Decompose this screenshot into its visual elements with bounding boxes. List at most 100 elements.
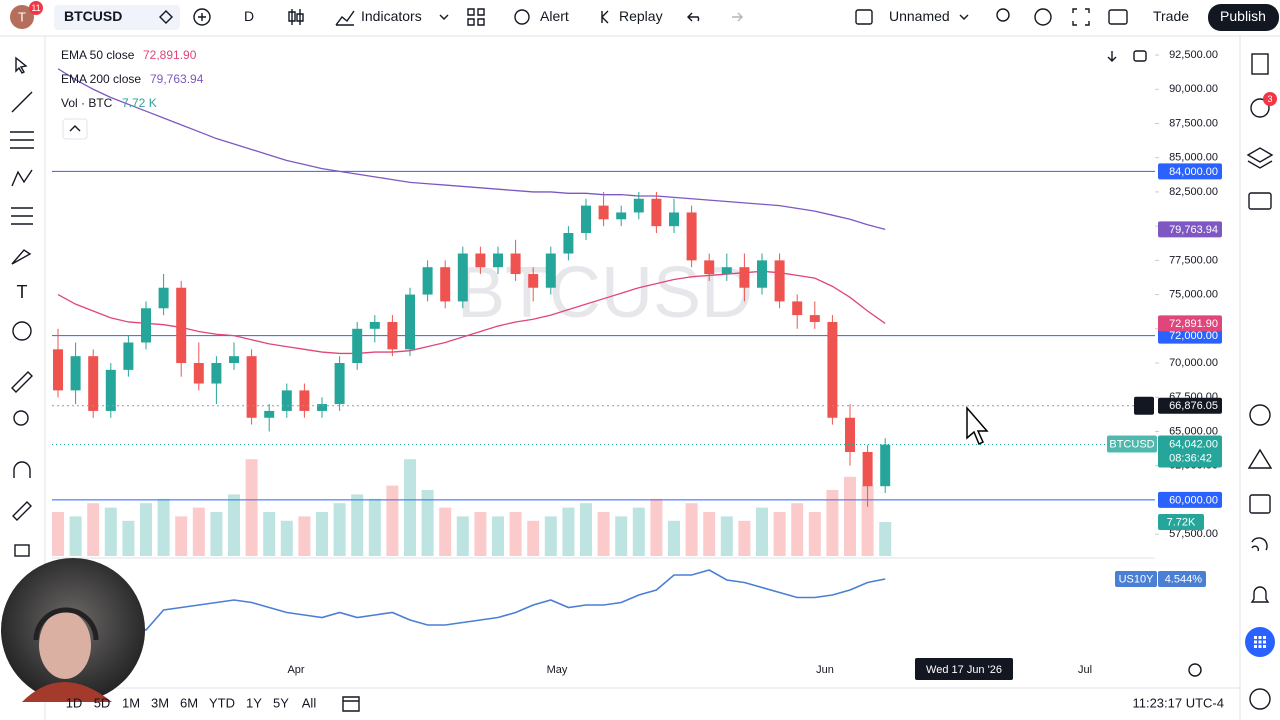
volume-bar	[280, 520, 293, 556]
volume-bar	[104, 507, 117, 556]
volume-bar	[368, 498, 381, 556]
collapse-legend[interactable]	[62, 118, 88, 140]
emoji-tool[interactable]	[12, 321, 32, 341]
us10y-name: US10Y	[1119, 573, 1155, 585]
alerts[interactable]	[1250, 98, 1270, 118]
countdown: 08:36:42	[1169, 452, 1212, 464]
layers[interactable]	[1246, 147, 1274, 169]
range-button[interactable]: 1Y	[246, 695, 262, 710]
refresh-icon[interactable]	[1133, 50, 1147, 62]
avatar[interactable]	[10, 5, 34, 29]
volume-bar	[263, 512, 276, 556]
volume-bar	[316, 512, 328, 556]
text-tool[interactable]: T	[17, 282, 28, 302]
range-button[interactable]: 5D	[94, 695, 111, 710]
volume-bar	[756, 507, 768, 556]
date-range[interactable]	[342, 696, 360, 712]
fullscreen[interactable]	[1072, 8, 1090, 26]
ema-tag-label: 72,891.90	[1169, 318, 1218, 330]
target[interactable]	[1249, 404, 1271, 426]
level-tag-label: 72,000.00	[1169, 330, 1218, 342]
volume-bar	[562, 507, 575, 556]
snapshot[interactable]	[1108, 9, 1128, 25]
watchlist[interactable]	[1251, 53, 1269, 75]
watermark: BTCUSD	[457, 253, 753, 333]
range-button[interactable]: 1D	[66, 695, 83, 710]
level-tag-label: 84,000.00	[1169, 166, 1218, 178]
symbol-tag	[1107, 435, 1157, 453]
trade[interactable]: Trade	[1153, 8, 1189, 24]
help[interactable]	[1249, 688, 1271, 710]
range-button[interactable]: 1M	[122, 695, 140, 710]
range-button[interactable]: 3M	[151, 695, 169, 710]
range-button[interactable]: YTD	[209, 695, 235, 710]
candle-body	[704, 260, 715, 275]
streams[interactable]	[1251, 537, 1268, 552]
ema-tag	[1158, 315, 1222, 332]
volume-tag-label: 7.72K	[1167, 516, 1196, 528]
ruler-tool[interactable]	[11, 371, 33, 393]
candle-body	[281, 390, 292, 411]
range-button[interactable]: All	[302, 695, 317, 710]
candle-body	[510, 253, 521, 275]
icon	[159, 10, 173, 24]
candle-body	[352, 328, 363, 364]
calendar[interactable]	[1249, 494, 1271, 514]
candle-body	[264, 410, 275, 418]
fib-tool[interactable]	[10, 131, 34, 149]
add-symbol[interactable]	[193, 8, 211, 26]
layout-name[interactable]: Unnamed	[889, 8, 950, 24]
zoom-tool[interactable]	[13, 410, 29, 426]
indicators[interactable]: Indicators	[361, 8, 422, 24]
volume-bar	[844, 476, 856, 556]
publish-button[interactable]	[1208, 4, 1279, 31]
cursor-tool[interactable]	[15, 56, 28, 74]
chart-type[interactable]	[288, 9, 304, 25]
magnet-tool[interactable]	[13, 461, 31, 478]
range-button[interactable]: 6M	[180, 695, 198, 710]
volume-bar	[650, 498, 663, 556]
undo[interactable]	[687, 12, 700, 22]
notifications[interactable]	[1250, 586, 1270, 603]
candle-body	[757, 260, 767, 288]
search[interactable]	[996, 8, 1010, 22]
candle-body	[299, 390, 310, 411]
badge	[1263, 92, 1277, 106]
crosshair-tag-label: 66,876.05	[1169, 400, 1218, 412]
templates[interactable]	[467, 8, 485, 26]
pattern-tool[interactable]	[11, 169, 33, 187]
alert[interactable]: Alert	[540, 8, 569, 24]
ema-tag-label: 79,763.94	[1169, 224, 1218, 236]
scroll-icon[interactable]	[1107, 51, 1117, 62]
trend-tool[interactable]	[11, 91, 33, 113]
draw-mode[interactable]	[12, 501, 32, 521]
ideas[interactable]	[1247, 448, 1273, 469]
us10y-tag	[1158, 571, 1206, 587]
layout-icon	[855, 9, 873, 25]
interval[interactable]: D	[244, 8, 254, 24]
volume-bar	[544, 516, 557, 556]
legend-value: 72,891.90	[143, 48, 197, 62]
level-tag	[1158, 163, 1222, 180]
volume-bar	[192, 507, 205, 556]
volume-bar	[210, 512, 223, 556]
forecast-tool[interactable]	[11, 207, 33, 225]
lock-tool[interactable]	[14, 544, 30, 557]
chat[interactable]	[1248, 192, 1272, 210]
settings[interactable]	[1034, 8, 1052, 26]
volume-tag	[1158, 514, 1204, 531]
axis-settings[interactable]	[1188, 663, 1202, 677]
replay[interactable]: Replay	[619, 8, 663, 24]
volume-bar	[333, 503, 346, 556]
volume-bar	[861, 485, 874, 556]
range-button[interactable]: 5Y	[273, 695, 289, 710]
symbol-search[interactable]	[54, 5, 180, 30]
x-tick-label: Jun	[816, 664, 834, 676]
volume-bar	[668, 520, 680, 556]
redo[interactable]	[732, 12, 743, 22]
brush-tool[interactable]	[11, 249, 32, 265]
candle-body	[317, 404, 327, 411]
volume-bar	[527, 520, 540, 556]
crosshair-date: Wed 17 Jun '26	[926, 664, 1002, 676]
